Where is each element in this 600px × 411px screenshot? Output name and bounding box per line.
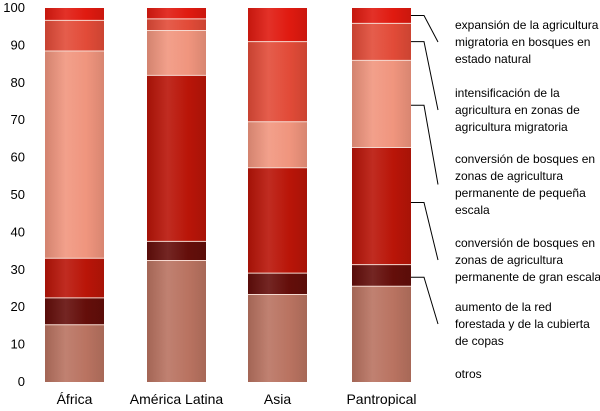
- bar-segment: [45, 258, 104, 298]
- y-tick-label: 50: [11, 187, 25, 202]
- bar-segment: [147, 8, 206, 19]
- bar-segment: [248, 8, 307, 42]
- y-tick-label: 70: [11, 112, 25, 127]
- legend-connector: [411, 41, 439, 111]
- bar-segment: [45, 8, 104, 21]
- legend-connectors: [411, 14, 439, 325]
- bar-segment: [248, 41, 307, 122]
- legend-item: otros: [455, 367, 482, 381]
- bar-segment: [248, 294, 307, 382]
- x-category-label: África: [57, 391, 93, 406]
- legend-item: aumento de la red forestada y de la cubie…: [455, 300, 590, 348]
- y-tick-label: 90: [11, 37, 25, 52]
- bar-segment: [352, 286, 411, 382]
- legend-item: conversión de bosques en zonas de agricul…: [455, 152, 595, 217]
- y-tick-label: 0: [18, 374, 25, 389]
- bar-segment: [45, 324, 104, 382]
- y-tick-label: 10: [11, 337, 25, 352]
- legend-connector: [411, 201, 439, 261]
- y-tick-label: 60: [11, 150, 25, 165]
- legend-connector: [411, 104, 439, 185]
- x-axis: África América Latina Asia Pantropical: [57, 391, 417, 407]
- y-tick-label: 30: [11, 262, 25, 277]
- y-tick-label: 20: [11, 299, 25, 314]
- legend-item: conversión de bosques en zonas de agricul…: [455, 236, 600, 284]
- x-category-label: América Latina: [130, 391, 224, 406]
- bar-segment: [352, 264, 411, 287]
- bar-segment: [147, 75, 206, 242]
- y-tick-label: 100: [3, 0, 25, 15]
- bar-segment: [147, 260, 206, 382]
- bar-segment: [45, 20, 104, 52]
- y-tick-label: 80: [11, 75, 25, 90]
- bar-stack: [352, 8, 411, 382]
- legend-connector: [411, 276, 439, 325]
- legend-connector: [411, 14, 439, 43]
- bar-segment: [248, 121, 307, 168]
- bars: [45, 8, 411, 382]
- bar-stack: [45, 8, 104, 382]
- bar-segment: [147, 18, 206, 31]
- bar-segment: [147, 241, 206, 261]
- bar-segment: [45, 51, 104, 259]
- x-category-label: Asia: [264, 391, 291, 406]
- legend: expansión de la agricultura migratoria en…: [455, 18, 600, 381]
- bar-segment: [45, 297, 104, 325]
- bar-stack: [248, 8, 307, 382]
- legend-item: intensificación de la agricultura en zona…: [455, 86, 580, 134]
- y-tick-label: 40: [11, 224, 25, 239]
- bar-segment: [352, 23, 411, 61]
- bar-stack: [147, 8, 206, 382]
- bar-segment: [352, 60, 411, 148]
- bar-segment: [147, 30, 206, 76]
- bar-segment: [248, 273, 307, 295]
- y-axis: 0 10 20 30 40 50 60 70 80 90 100: [3, 0, 25, 389]
- legend-item: expansión de la agricultura migratoria en…: [455, 18, 599, 66]
- bar-segment: [248, 167, 307, 274]
- x-category-label: Pantropical: [346, 391, 416, 406]
- bar-segment: [352, 147, 411, 265]
- bar-segment: [352, 8, 411, 24]
